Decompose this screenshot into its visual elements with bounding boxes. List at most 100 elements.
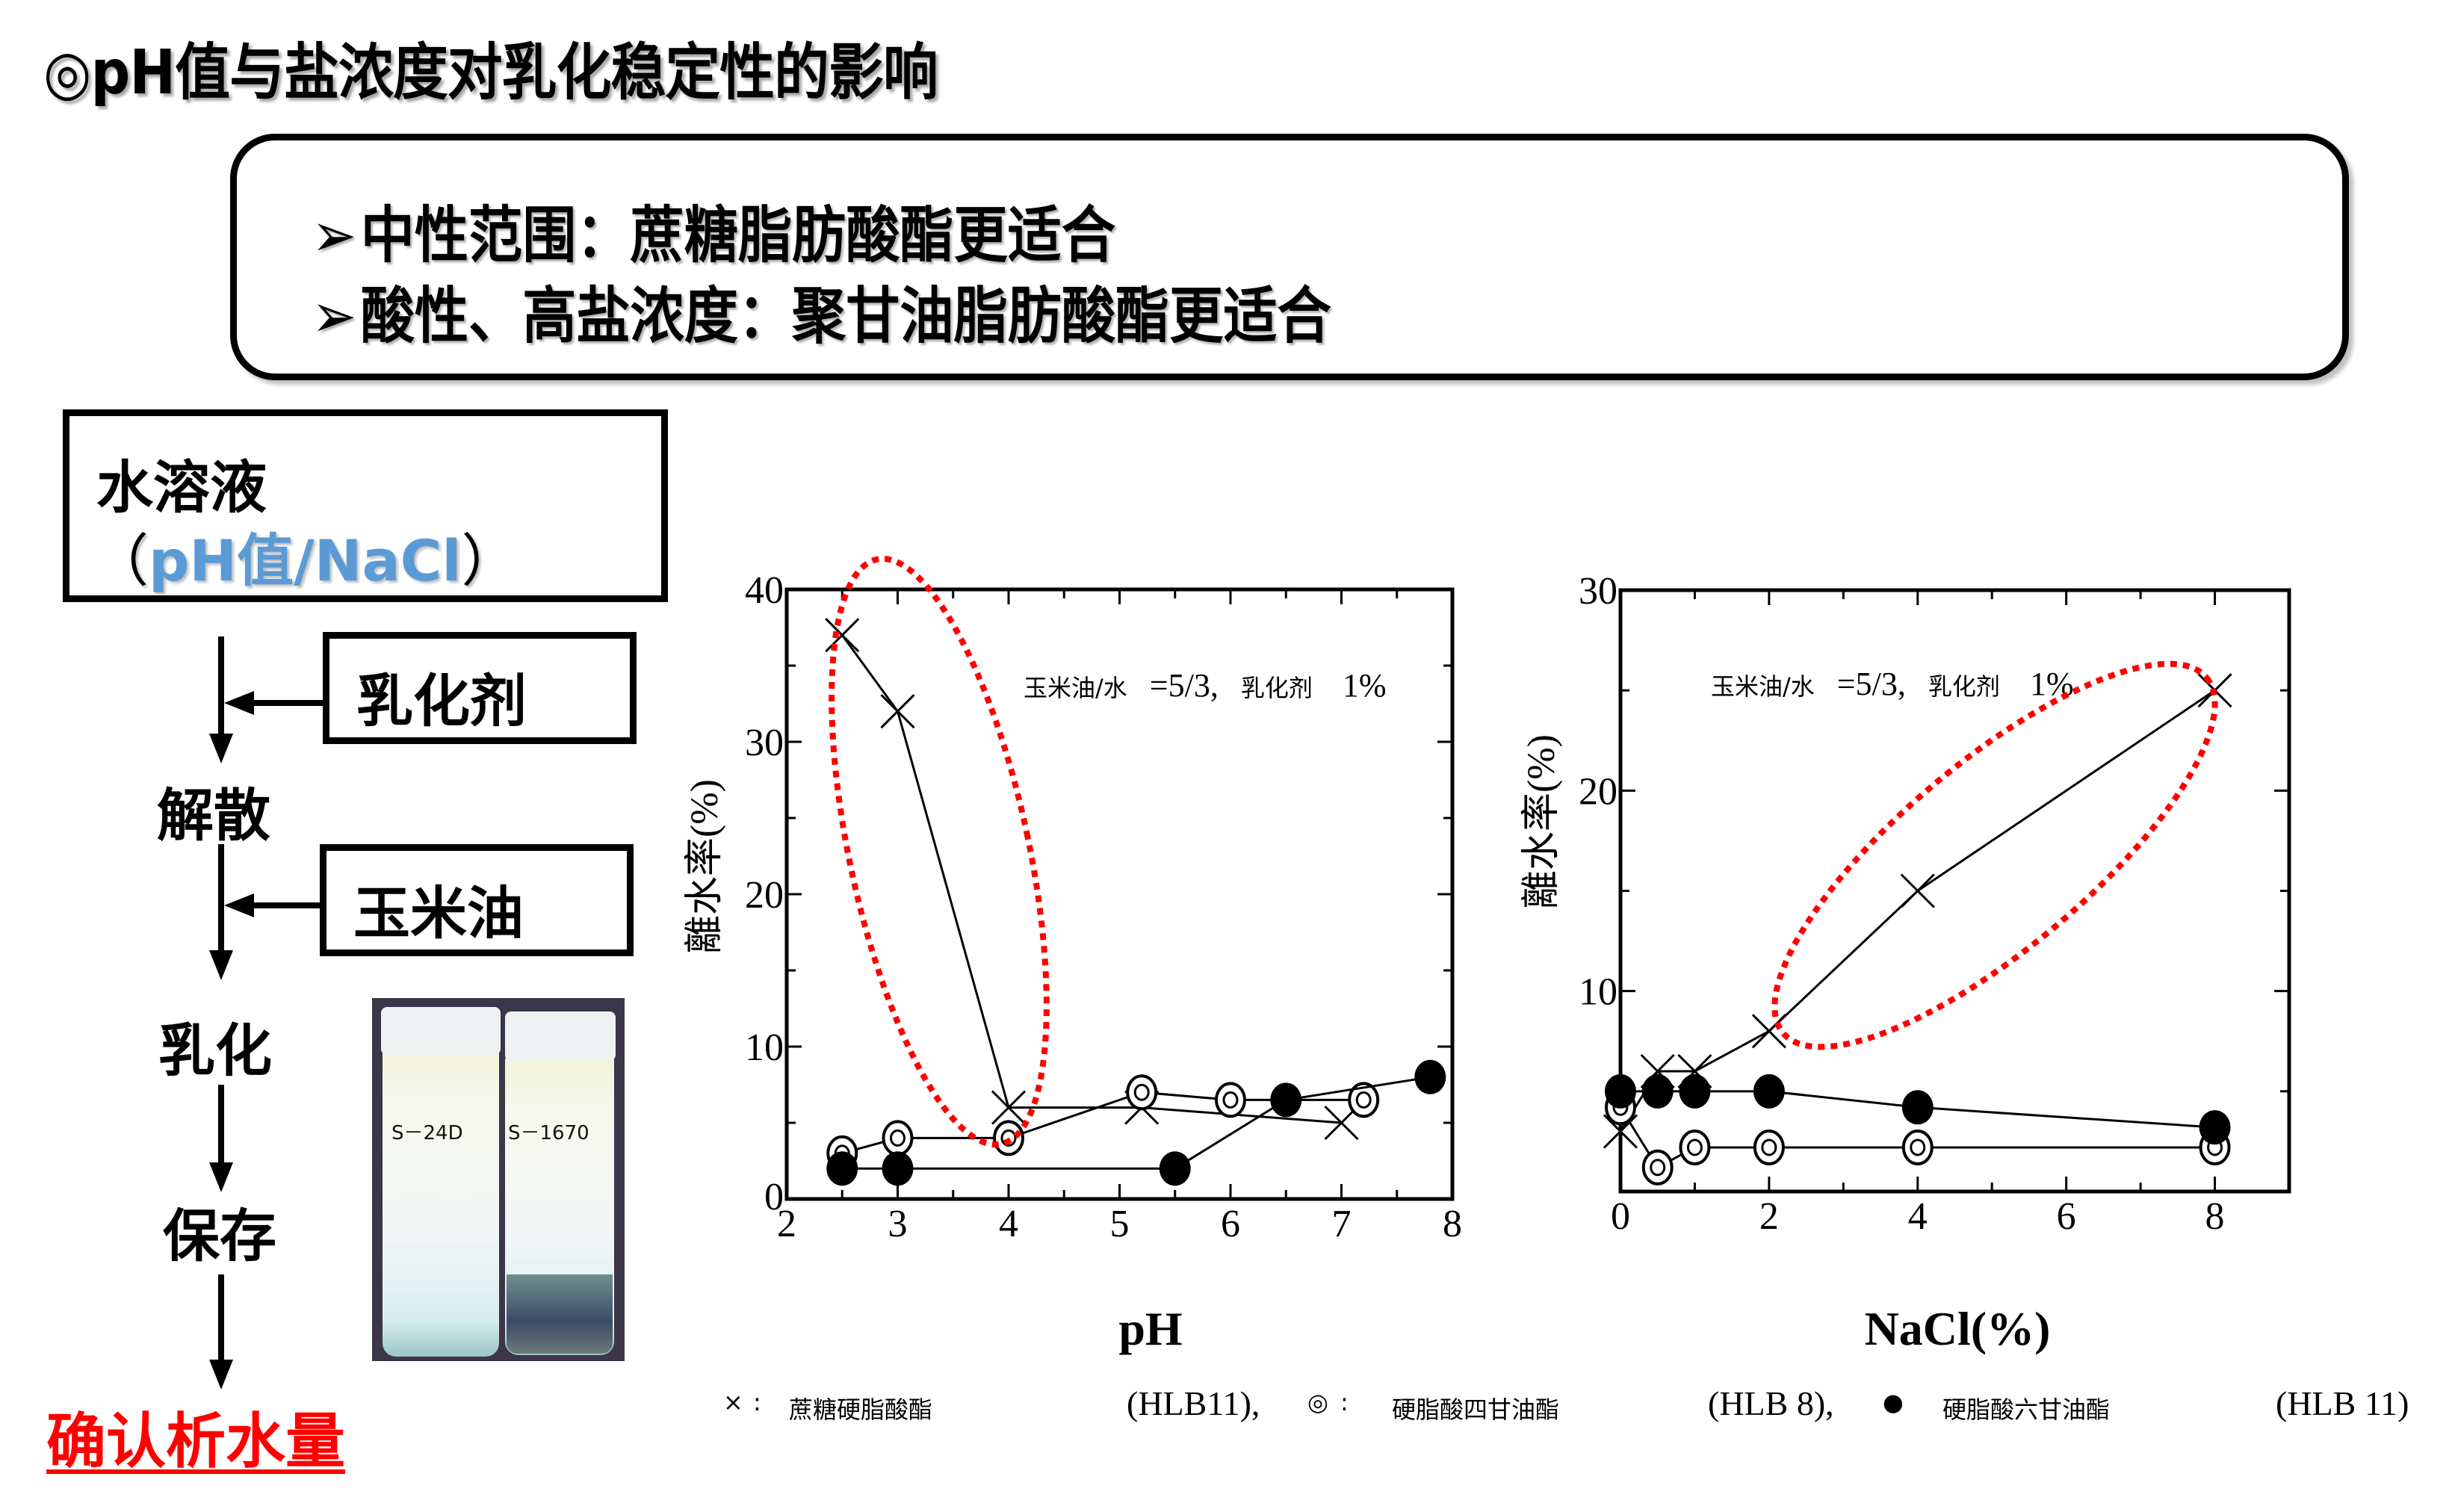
filled-circle-marker-icon xyxy=(1641,1073,1674,1109)
vial-cap-left xyxy=(381,1007,501,1055)
y-tick-label: 20 xyxy=(745,874,784,917)
vial-label-right: S－1670 xyxy=(508,1122,589,1144)
x-tick-label: 7 xyxy=(1332,1203,1352,1245)
y-tick-label: 0 xyxy=(764,1176,784,1218)
y-tick-label: 30 xyxy=(1579,570,1617,613)
filled-circle-marker-icon xyxy=(1159,1151,1191,1186)
arrow-down-icon xyxy=(209,950,233,980)
separated-water-layer xyxy=(507,1274,613,1354)
x-marker-icon xyxy=(1900,873,1935,908)
filled-circle-marker-icon xyxy=(2199,1110,2231,1145)
x-marker-icon xyxy=(825,618,860,653)
flow-arrow-line xyxy=(218,1085,224,1167)
emulsifier-box: 乳化剂 xyxy=(323,632,637,744)
flow-arrow-line xyxy=(218,636,224,741)
chart-nacl: 0 2 4 6 8 10 20 30 NaCl(%) 離水率(%) 玉米油/水 =5/3, 乳化剂 1% xyxy=(1520,570,2291,1355)
y-axis-label: 離水率(%) xyxy=(684,779,726,954)
step-dissolve: 解散 xyxy=(157,782,270,849)
chart-ph: 2 3 4 5 6 7 8 0 10 20 30 40 pH 離水率(%) 玉米油/水 =5/3, 乳化剂 1% xyxy=(684,555,1462,1355)
legend-hlb-2: (HLB 8), xyxy=(1708,1384,1834,1422)
y-tick-label: 20 xyxy=(1579,770,1617,813)
filled-circle-marker-icon xyxy=(1414,1059,1446,1094)
y-tick-label: 10 xyxy=(1579,971,1617,1014)
filled-circle-marker-icon xyxy=(1605,1073,1636,1109)
filled-circle-marker-icon xyxy=(1753,1073,1785,1109)
input-arrow-line xyxy=(247,700,324,706)
legend-marker-double-circle-icon: ◎ xyxy=(1307,1388,1328,1416)
filled-circle-marker-icon xyxy=(882,1151,914,1186)
filled-circle-marker-icon xyxy=(826,1151,858,1186)
filled-circle-marker-icon xyxy=(1679,1073,1711,1109)
filled-circle-marker-icon xyxy=(1901,1090,1934,1125)
highlight-ellipse xyxy=(1771,660,2218,1050)
filled-circle-marker-icon xyxy=(1270,1082,1302,1118)
series-line xyxy=(841,634,1342,1124)
legend-colon: : xyxy=(1340,1388,1349,1416)
input-arrow-line xyxy=(247,902,324,908)
close-paren: ） xyxy=(461,527,518,594)
corn-oil-box: 玉米油 xyxy=(320,844,634,956)
experiment-conditions-annotation: 玉米油/水 =5/3, 乳化剂 1% xyxy=(1711,666,2074,702)
legend-label-1: 蔗糖硬脂酸酯 xyxy=(789,1395,933,1424)
series-line xyxy=(1619,689,2216,1133)
summary-box: ➢中性范围：蔗糖脂肪酸酯更适合 ➢酸性、高盐浓度：聚甘油脂肪酸酯更适合 xyxy=(230,134,2349,380)
water-solution-box: 水溶液 （pH值/NaCl） xyxy=(63,409,668,602)
summary-text-1: 中性范围：蔗糖脂肪酸酯更适合 xyxy=(360,200,1116,271)
arrow-bullet-icon: ➢ xyxy=(312,200,357,271)
x-tick-label: 8 xyxy=(1443,1203,1462,1245)
highlight-ellipse xyxy=(829,555,1050,1148)
experiment-conditions-annotation: 玉米油/水 =5/3, 乳化剂 1% xyxy=(1024,667,1387,704)
ph-nacl-text: pH值/NaCl xyxy=(149,527,462,594)
vial-label-left: S－24D xyxy=(391,1122,463,1144)
vial-left xyxy=(383,1043,499,1357)
page-title: ◎pH值与盐浓度对乳化稳定性的影响 xyxy=(43,37,938,108)
x-tick-label: 2 xyxy=(777,1203,796,1245)
x-tick-label: 4 xyxy=(999,1203,1018,1245)
flow-arrow-line xyxy=(218,844,224,956)
emulsion-vials-photo: S－24D S－1670 xyxy=(372,998,625,1361)
water-solution-label: 水溶液 xyxy=(96,454,267,521)
summary-line-2: ➢酸性、高盐浓度：聚甘油脂肪酸酯更适合 xyxy=(312,266,1331,355)
arrow-left-icon xyxy=(224,893,254,917)
y-tick-label: 30 xyxy=(745,722,784,764)
legend-label-3: 硬脂酸六甘油酯 xyxy=(1942,1395,2111,1424)
step-emulsify: 乳化 xyxy=(158,1017,272,1084)
x-tick-label: 3 xyxy=(888,1203,908,1245)
vial-cap-right xyxy=(505,1011,616,1061)
x-tick-label: 0 xyxy=(1611,1195,1630,1238)
emulsifier-label: 乳化剂 xyxy=(356,668,527,734)
x-axis-label: pH xyxy=(1118,1302,1182,1355)
y-tick-label: 40 xyxy=(745,569,784,612)
y-axis-label: 離水率(%) xyxy=(1520,734,1563,909)
arrow-left-icon xyxy=(224,691,254,715)
summary-line-1: ➢中性范围：蔗糖脂肪酸酯更适合 xyxy=(312,185,1115,274)
flow-arrow-line xyxy=(218,1274,224,1364)
step-store: 保存 xyxy=(163,1203,276,1269)
legend-hlb-3: (HLB 11) xyxy=(2276,1384,2409,1422)
legend-marker-filled-circle-icon: ● xyxy=(1883,1388,1904,1416)
legend-label-2: 硬脂酸四甘油酯 xyxy=(1392,1395,1560,1424)
arrow-down-icon xyxy=(209,1162,233,1192)
y-tick-label: 10 xyxy=(745,1026,784,1069)
x-tick-label: 6 xyxy=(2057,1195,2076,1238)
x-marker-icon xyxy=(1603,1114,1638,1149)
x-tick-label: 8 xyxy=(2205,1195,2225,1238)
x-marker-icon xyxy=(1751,1014,1786,1049)
x-axis-label: NaCl(%) xyxy=(1865,1302,2051,1355)
open-paren: （ xyxy=(92,527,149,594)
x-marker-icon xyxy=(991,1090,1027,1125)
x-tick-label: 6 xyxy=(1221,1203,1240,1245)
ph-nacl-label: （pH值/NaCl） xyxy=(92,515,518,597)
x-tick-label: 5 xyxy=(1110,1203,1130,1245)
legend-hlb-1: (HLB11), xyxy=(1127,1384,1260,1422)
summary-text-2: 酸性、高盐浓度：聚甘油脂肪酸酯更适合 xyxy=(360,281,1331,352)
x-tick-label: 2 xyxy=(1759,1195,1779,1238)
arrow-down-icon xyxy=(209,1360,233,1389)
x-marker-icon xyxy=(880,694,915,729)
legend-marker-x-icon: × xyxy=(723,1388,743,1416)
corn-oil-label: 玉米油 xyxy=(353,880,524,946)
confirm-water-separation-label: 确认析水量 xyxy=(46,1407,345,1476)
legend-colon: : xyxy=(753,1388,761,1416)
arrow-down-icon xyxy=(209,734,233,763)
arrow-bullet-icon: ➢ xyxy=(312,281,357,352)
